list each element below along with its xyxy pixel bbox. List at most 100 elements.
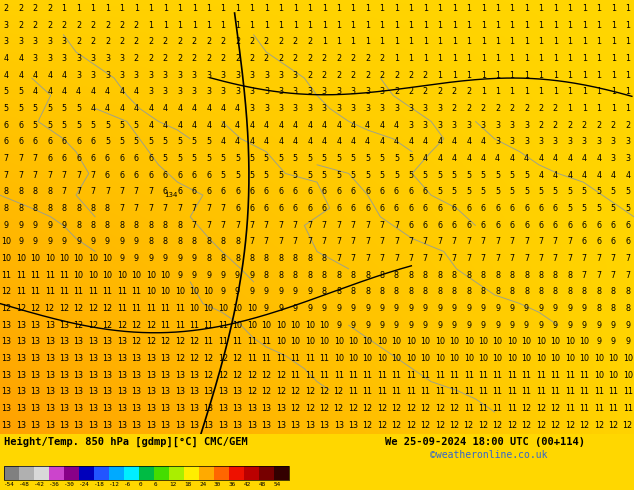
Text: 11: 11 (175, 304, 184, 313)
Text: 1: 1 (307, 21, 313, 29)
Text: 2: 2 (76, 37, 81, 46)
Text: 10: 10 (117, 270, 127, 280)
Text: 1: 1 (148, 21, 153, 29)
Text: 9: 9 (177, 270, 183, 280)
Text: 7: 7 (321, 237, 327, 246)
Text: 8: 8 (307, 270, 313, 280)
Text: 10: 10 (463, 338, 474, 346)
Text: 7: 7 (553, 254, 558, 263)
Text: 9: 9 (221, 287, 226, 296)
Text: 5: 5 (365, 171, 370, 180)
Text: 8: 8 (61, 204, 67, 213)
Text: 5: 5 (336, 171, 341, 180)
Text: 1: 1 (452, 54, 456, 63)
Text: 9: 9 (380, 321, 385, 330)
Text: 2: 2 (510, 104, 515, 113)
Text: 2: 2 (18, 21, 23, 29)
Text: 11: 11 (478, 388, 488, 396)
Text: 13: 13 (103, 421, 112, 430)
Text: 11: 11 (463, 404, 474, 413)
Text: 12: 12 (88, 321, 98, 330)
Text: 10: 10 (391, 338, 401, 346)
Text: 10: 10 (507, 354, 517, 363)
Text: 13: 13 (1, 404, 11, 413)
Text: 5: 5 (437, 171, 443, 180)
Text: 11: 11 (88, 287, 98, 296)
Text: 1: 1 (206, 21, 211, 29)
Text: 9: 9 (191, 254, 197, 263)
Text: 4: 4 (76, 87, 81, 96)
Text: 10: 10 (204, 304, 214, 313)
Text: 1: 1 (538, 4, 543, 13)
Text: 3: 3 (538, 137, 543, 147)
Text: 11: 11 (117, 287, 127, 296)
Text: 5: 5 (611, 187, 616, 196)
Text: 13: 13 (103, 354, 112, 363)
Text: 9: 9 (221, 270, 226, 280)
Text: 13: 13 (59, 404, 69, 413)
Text: 1: 1 (452, 37, 456, 46)
Text: 9: 9 (510, 304, 515, 313)
Text: 7: 7 (293, 220, 298, 230)
Text: 3: 3 (365, 104, 370, 113)
Text: 3: 3 (423, 104, 428, 113)
Text: 5: 5 (321, 171, 327, 180)
Text: 11: 11 (594, 388, 604, 396)
Text: 11: 11 (305, 371, 314, 380)
Text: 12: 12 (305, 388, 315, 396)
Text: 7: 7 (18, 154, 23, 163)
Text: 4: 4 (278, 121, 283, 129)
Text: 6: 6 (235, 204, 240, 213)
Text: 11: 11 (16, 287, 26, 296)
Text: 8: 8 (264, 254, 269, 263)
Text: 4: 4 (206, 121, 211, 129)
Text: 10: 10 (493, 354, 503, 363)
Text: 3: 3 (206, 71, 211, 79)
Text: 11: 11 (204, 338, 214, 346)
Text: 3: 3 (582, 137, 587, 147)
Text: 2: 2 (278, 54, 283, 63)
Text: 5: 5 (423, 171, 428, 180)
Text: 4: 4 (596, 154, 601, 163)
Text: 1: 1 (105, 4, 110, 13)
Text: 13: 13 (1, 321, 11, 330)
Text: 5: 5 (380, 154, 385, 163)
Text: 12: 12 (218, 354, 228, 363)
Text: 1: 1 (495, 21, 500, 29)
Text: 12: 12 (1, 287, 11, 296)
Text: 8: 8 (423, 270, 428, 280)
Text: 6: 6 (293, 204, 298, 213)
Text: 11: 11 (565, 371, 575, 380)
Text: 7: 7 (76, 187, 81, 196)
Text: 3: 3 (524, 121, 529, 129)
Text: 12: 12 (391, 404, 401, 413)
Text: 3: 3 (191, 87, 197, 96)
Text: 12: 12 (478, 421, 488, 430)
Text: 11: 11 (579, 371, 590, 380)
Text: 11: 11 (44, 287, 55, 296)
Text: 11: 11 (463, 388, 474, 396)
Text: 2: 2 (61, 21, 67, 29)
Text: 8: 8 (206, 237, 211, 246)
Text: 6: 6 (221, 187, 226, 196)
Text: 5: 5 (249, 154, 254, 163)
Text: 10: 10 (363, 354, 373, 363)
Text: 10: 10 (103, 254, 112, 263)
Text: 11: 11 (377, 371, 387, 380)
Text: 4: 4 (105, 104, 110, 113)
Text: 11: 11 (406, 388, 416, 396)
Text: 6: 6 (553, 204, 558, 213)
Text: 9: 9 (61, 220, 67, 230)
Text: 1: 1 (336, 21, 341, 29)
Text: 13: 13 (189, 421, 199, 430)
Text: 4: 4 (567, 154, 573, 163)
Text: 11: 11 (261, 338, 271, 346)
Text: 11: 11 (59, 270, 69, 280)
Text: 11: 11 (420, 371, 430, 380)
Text: 8: 8 (567, 270, 573, 280)
Text: 6: 6 (510, 220, 515, 230)
Text: 5: 5 (510, 187, 515, 196)
Text: 1: 1 (611, 21, 616, 29)
Text: 8: 8 (380, 287, 385, 296)
Text: 13: 13 (16, 321, 26, 330)
